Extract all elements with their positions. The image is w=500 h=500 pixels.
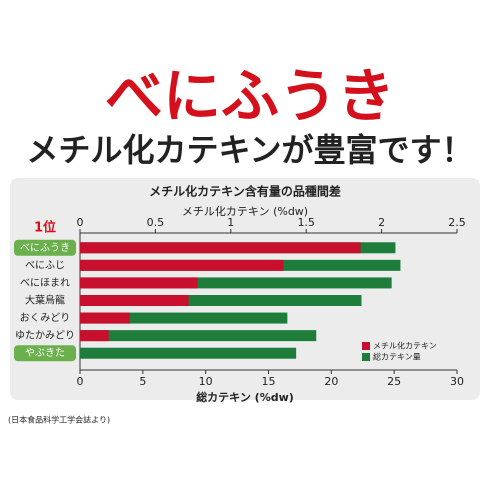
x2-tick-label: 0 — [77, 216, 84, 229]
x-tick-label: 20 — [324, 375, 338, 388]
category-label: べにほまれ — [20, 277, 70, 289]
bar — [80, 295, 189, 306]
bar — [80, 312, 288, 324]
bar — [80, 277, 392, 289]
category-label: べにふうき — [20, 242, 70, 254]
x2-tick-label: 1 — [227, 216, 234, 229]
category-highlight — [14, 345, 76, 362]
legend-label: 総カテキン量 — [373, 352, 421, 362]
bar — [80, 330, 317, 342]
x-tick-label: 5 — [139, 375, 146, 388]
rank-label: 1位 — [34, 220, 56, 236]
x-axis-label: 総カテキン (%dw) — [196, 390, 294, 404]
legend-swatch — [362, 342, 370, 350]
category-label: 大葉烏龍 — [25, 294, 65, 307]
x-tick-label: 30 — [450, 375, 464, 388]
bar — [80, 242, 361, 254]
bar — [80, 259, 284, 271]
x-tick-label: 10 — [199, 375, 213, 388]
subtitle: メチル化カテキンが豊富です！ — [26, 131, 473, 169]
bar — [80, 347, 297, 359]
category-label: べにふじ — [25, 259, 65, 271]
x2-tick-label: 0.5 — [147, 216, 165, 229]
bar — [80, 330, 109, 342]
footnote: (日本食品科学工学会誌より) — [8, 415, 110, 425]
x2-tick-label: 1.5 — [297, 216, 315, 229]
bar — [80, 295, 362, 306]
chart-title: メチル化カテキン含有量の品種間差 — [149, 184, 341, 199]
category-highlight — [14, 239, 76, 256]
x-tick-label: 0 — [77, 375, 84, 388]
x-tick-label: 25 — [387, 375, 401, 388]
category-label: ゆたかみどり — [15, 330, 75, 342]
legend-label: メチル化カテキン — [373, 341, 437, 351]
category-label: おくみどり — [20, 312, 70, 324]
x2-tick-label: 2 — [378, 216, 385, 229]
category-label: やぶきた — [25, 347, 65, 359]
bar — [80, 312, 130, 324]
legend-swatch — [362, 353, 370, 361]
x-tick-label: 15 — [262, 375, 276, 388]
main-title: べにふうき — [105, 62, 395, 130]
x2-tick-label: 2.5 — [448, 216, 466, 229]
x2-axis-label: メチル化カテキン (%dw) — [182, 204, 308, 218]
bar — [80, 277, 198, 289]
